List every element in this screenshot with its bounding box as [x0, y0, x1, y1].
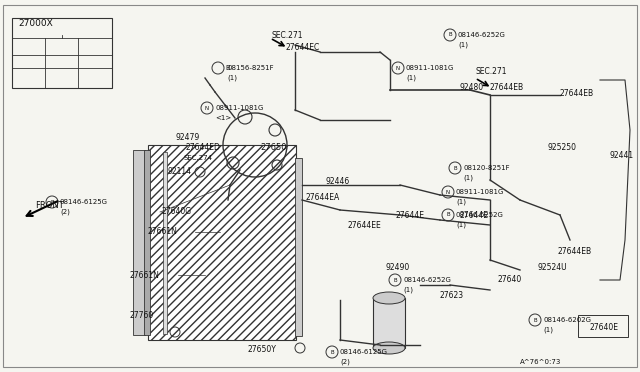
Text: 08911-1081G: 08911-1081G	[456, 189, 504, 195]
Text: N: N	[205, 106, 209, 110]
Text: 27760: 27760	[130, 311, 154, 320]
Bar	[144, 150, 150, 335]
Text: (1): (1)	[403, 287, 413, 293]
Text: 08911-1081G: 08911-1081G	[215, 105, 264, 111]
Text: 27623: 27623	[440, 291, 464, 299]
Text: 27644E: 27644E	[460, 211, 489, 219]
Bar	[133, 150, 145, 335]
Text: 92479: 92479	[175, 134, 199, 142]
Text: 27661N: 27661N	[148, 228, 178, 237]
Text: A^76^0:73: A^76^0:73	[520, 359, 561, 365]
Text: 27644EB: 27644EB	[560, 89, 594, 97]
Text: 27644EA: 27644EA	[305, 193, 339, 202]
Text: (1): (1)	[456, 222, 466, 228]
Text: (1): (1)	[456, 199, 466, 205]
Text: 08911-1081G: 08911-1081G	[406, 65, 454, 71]
Text: (2): (2)	[340, 359, 350, 365]
Text: 08146-6252G: 08146-6252G	[458, 32, 506, 38]
Text: 92480: 92480	[460, 83, 484, 93]
Text: 27644EC: 27644EC	[285, 44, 319, 52]
Text: 92490: 92490	[385, 263, 409, 273]
Text: SEC.274: SEC.274	[183, 155, 212, 161]
Text: SEC.271: SEC.271	[476, 67, 508, 77]
Text: 27650: 27650	[260, 144, 287, 153]
Text: 08146-6252G: 08146-6252G	[403, 277, 451, 283]
Bar	[12, 18, 112, 88]
Text: 27644EE: 27644EE	[348, 221, 381, 230]
Bar	[295, 158, 302, 336]
Text: B: B	[393, 278, 397, 282]
Text: N: N	[396, 65, 400, 71]
Text: <1>: <1>	[215, 115, 231, 121]
Text: 27644EB: 27644EB	[558, 247, 592, 257]
Text: B: B	[446, 212, 450, 218]
Text: 27650Y: 27650Y	[248, 346, 277, 355]
Bar	[163, 152, 167, 334]
Text: 08146-6125G: 08146-6125G	[340, 349, 388, 355]
Text: 27640: 27640	[498, 276, 522, 285]
Text: 08156-8251F: 08156-8251F	[227, 65, 274, 71]
Text: (1): (1)	[227, 75, 237, 81]
Text: 92114: 92114	[167, 167, 191, 176]
Text: 27644ED: 27644ED	[185, 144, 220, 153]
Text: B: B	[225, 65, 230, 71]
Text: 925250: 925250	[548, 144, 577, 153]
Text: 27640E: 27640E	[590, 324, 619, 333]
Text: 92524U: 92524U	[538, 263, 568, 273]
Bar	[373, 298, 405, 348]
Text: 08146-6252G: 08146-6252G	[456, 212, 504, 218]
Text: N: N	[446, 189, 450, 195]
Text: 27000X: 27000X	[18, 19, 52, 29]
Text: 27644EB: 27644EB	[490, 83, 524, 93]
Text: 92446: 92446	[325, 177, 349, 186]
Bar	[578, 315, 628, 337]
Text: 92441: 92441	[610, 151, 634, 160]
Text: B: B	[50, 199, 54, 205]
Text: 27640G: 27640G	[162, 208, 192, 217]
Text: 27661N: 27661N	[130, 270, 160, 279]
Text: (1): (1)	[543, 327, 553, 333]
Text: FRONT: FRONT	[35, 201, 64, 209]
Text: B: B	[330, 350, 334, 355]
Text: 08146-6125G: 08146-6125G	[60, 199, 108, 205]
Text: B: B	[448, 32, 452, 38]
Text: B: B	[533, 317, 537, 323]
Text: SEC.271: SEC.271	[272, 31, 303, 39]
Text: (2): (2)	[60, 209, 70, 215]
Ellipse shape	[373, 292, 405, 304]
Text: (1): (1)	[458, 42, 468, 48]
Text: B: B	[453, 166, 457, 170]
Text: (1): (1)	[406, 75, 416, 81]
Text: 27644E: 27644E	[395, 211, 424, 219]
Text: (1): (1)	[463, 175, 473, 181]
Text: 08120-8251F: 08120-8251F	[463, 165, 509, 171]
Bar	[148, 145, 296, 340]
Text: 08146-6202G: 08146-6202G	[543, 317, 591, 323]
Ellipse shape	[373, 342, 405, 354]
